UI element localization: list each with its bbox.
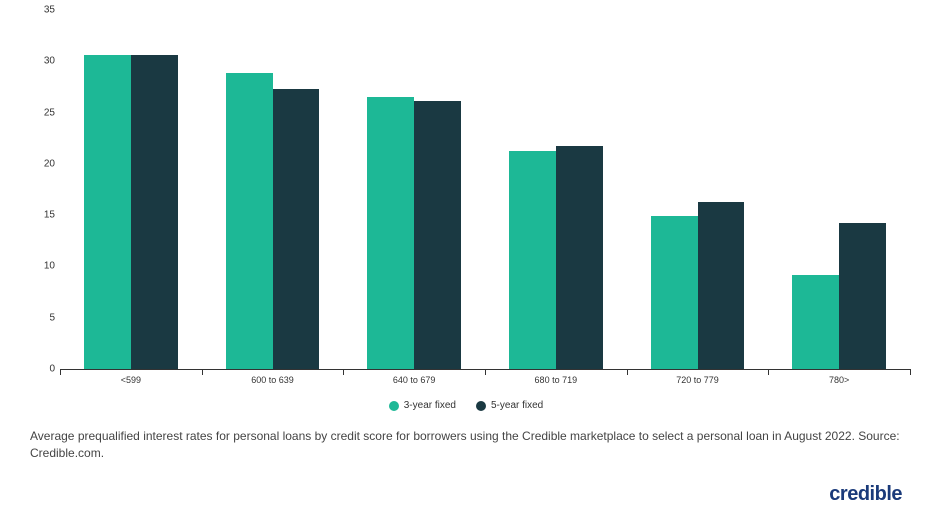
x-axis-label: 680 to 719 <box>535 375 578 385</box>
bar <box>556 146 603 369</box>
caption-text: Average prequalified interest rates for … <box>30 428 902 462</box>
legend-item: 5-year fixed <box>476 400 543 411</box>
bar <box>131 55 178 369</box>
bar <box>509 151 556 369</box>
brand-logo: credible <box>829 483 902 506</box>
bar <box>792 275 839 369</box>
y-axis-tick: 35 <box>30 5 55 16</box>
y-axis-tick: 30 <box>30 56 55 67</box>
bar <box>839 223 886 369</box>
x-tick-mark <box>485 369 486 375</box>
x-axis-label: 600 to 639 <box>251 375 294 385</box>
x-axis-label: 720 to 779 <box>676 375 719 385</box>
x-axis-label: 780> <box>829 375 849 385</box>
x-tick-mark <box>60 369 61 375</box>
y-axis-tick: 15 <box>30 210 55 221</box>
bar <box>273 89 320 369</box>
bar <box>84 55 131 369</box>
x-axis-label: <599 <box>121 375 141 385</box>
legend-swatch <box>476 401 486 411</box>
legend-label: 5-year fixed <box>491 400 543 411</box>
bar <box>651 216 698 369</box>
x-tick-mark <box>768 369 769 375</box>
legend-swatch <box>389 401 399 411</box>
x-tick-mark <box>343 369 344 375</box>
y-axis-tick: 0 <box>30 364 55 375</box>
x-tick-mark <box>910 369 911 375</box>
y-axis-tick: 10 <box>30 261 55 272</box>
x-tick-mark <box>627 369 628 375</box>
bar <box>226 73 273 369</box>
x-tick-mark <box>202 369 203 375</box>
plot-area: 05101520253035<599600 to 639640 to 67968… <box>60 10 910 370</box>
bar <box>414 101 461 369</box>
y-axis-tick: 20 <box>30 158 55 169</box>
legend-item: 3-year fixed <box>389 400 456 411</box>
bar <box>698 202 745 369</box>
x-axis-label: 640 to 679 <box>393 375 436 385</box>
y-axis-tick: 5 <box>30 312 55 323</box>
legend-label: 3-year fixed <box>404 400 456 411</box>
y-axis-tick: 25 <box>30 107 55 118</box>
legend: 3-year fixed 5-year fixed <box>0 400 932 414</box>
chart-container: 05101520253035<599600 to 639640 to 67968… <box>30 10 910 390</box>
bar <box>367 97 414 369</box>
